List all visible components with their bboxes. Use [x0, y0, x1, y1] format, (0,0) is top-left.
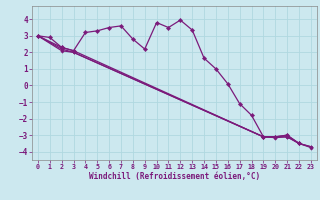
- X-axis label: Windchill (Refroidissement éolien,°C): Windchill (Refroidissement éolien,°C): [89, 172, 260, 181]
